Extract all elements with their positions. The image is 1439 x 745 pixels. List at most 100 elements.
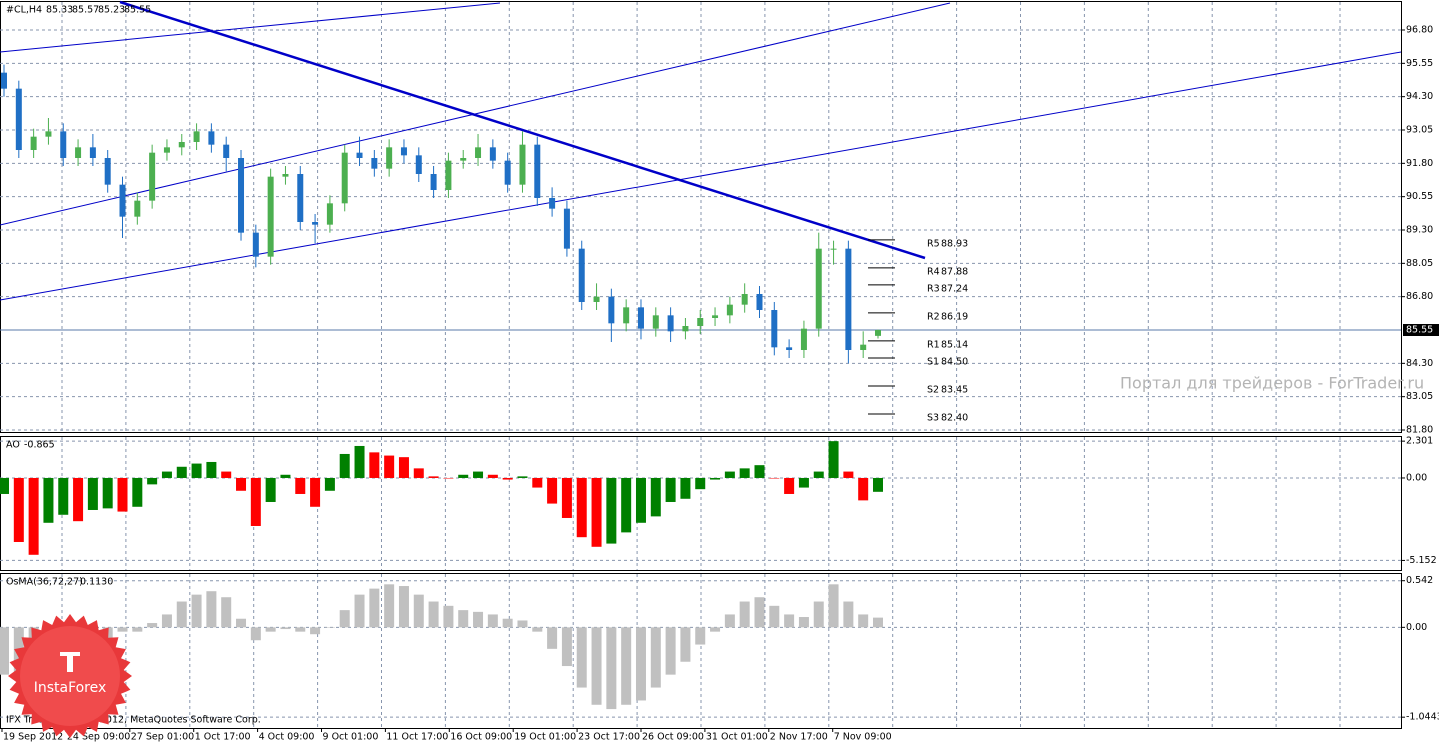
histogram-bar bbox=[339, 610, 350, 628]
histogram-bar bbox=[191, 594, 202, 628]
histogram-bar bbox=[502, 477, 513, 480]
histogram-bar bbox=[576, 627, 587, 688]
histogram-bar bbox=[161, 614, 172, 628]
logo-circle bbox=[20, 626, 120, 726]
symbol-label: #CL,H4 bbox=[6, 5, 42, 16]
histogram-bar bbox=[147, 623, 158, 628]
y-tick-label: 93.05 bbox=[1406, 125, 1433, 136]
candle-body bbox=[252, 232, 259, 257]
histogram-bar bbox=[280, 474, 291, 478]
y-tick-label: 96.80 bbox=[1406, 25, 1433, 36]
histogram-bar bbox=[665, 627, 676, 675]
candle-body bbox=[75, 147, 82, 158]
pivot-name: R5 bbox=[927, 238, 940, 249]
candle-body bbox=[667, 315, 674, 332]
histogram-bar bbox=[354, 445, 365, 478]
histogram-bar bbox=[695, 477, 706, 490]
pivot-name: S2 bbox=[927, 385, 939, 396]
x-tick-label: 1 Oct 17:00 bbox=[195, 732, 251, 743]
histogram-bar bbox=[591, 477, 602, 547]
ohlc-label: 85.23 bbox=[98, 5, 125, 16]
y-tick-label: 2.301 bbox=[1406, 436, 1433, 447]
histogram-bar bbox=[502, 618, 513, 628]
watermark: Портал для трейдеров - ForTrader.ru bbox=[1120, 374, 1424, 393]
pivot-value: 88.93 bbox=[941, 238, 968, 249]
candle-body bbox=[726, 304, 733, 316]
candle-body bbox=[312, 222, 319, 225]
y-tick-label: 90.55 bbox=[1406, 191, 1433, 202]
histogram-bar bbox=[398, 586, 409, 628]
histogram-bar bbox=[710, 627, 721, 632]
histogram-bar bbox=[710, 477, 721, 480]
candle-body bbox=[504, 160, 511, 185]
histogram-bar bbox=[858, 614, 869, 628]
histogram-bar bbox=[739, 468, 750, 478]
histogram-bar bbox=[858, 477, 869, 501]
candle-body bbox=[578, 248, 585, 302]
candle-body bbox=[771, 310, 778, 348]
x-tick-label: 26 Oct 09:00 bbox=[642, 732, 704, 743]
pivot-value: 82.40 bbox=[941, 413, 968, 424]
histogram-bar bbox=[473, 471, 484, 478]
candle-body bbox=[860, 344, 867, 350]
histogram-bar bbox=[532, 477, 543, 488]
histogram-bar bbox=[665, 477, 676, 502]
candle-body bbox=[845, 248, 852, 350]
histogram-bar bbox=[532, 627, 543, 632]
candle-body bbox=[712, 315, 719, 318]
histogram-bar bbox=[369, 452, 380, 478]
indicator-title: OsMA(36,72,27) bbox=[6, 577, 83, 588]
histogram-bar bbox=[547, 477, 558, 504]
histogram-bar bbox=[561, 627, 572, 667]
histogram-bar bbox=[339, 453, 350, 478]
histogram-bar bbox=[458, 474, 469, 478]
indicator-value: -0.865 bbox=[24, 440, 55, 451]
candle-body bbox=[563, 208, 570, 249]
histogram-bar bbox=[813, 471, 824, 478]
indicator-title: AO bbox=[6, 440, 20, 451]
candle-body bbox=[534, 144, 541, 198]
indicator-value: 0.1130 bbox=[80, 577, 113, 588]
pivot-value: 87.24 bbox=[941, 283, 968, 294]
x-tick-label: 4 Oct 09:00 bbox=[259, 732, 315, 743]
x-tick-label: 24 Sep 09:00 bbox=[67, 732, 130, 743]
histogram-bar bbox=[650, 627, 661, 688]
current-price-box bbox=[1403, 324, 1439, 336]
histogram-bar bbox=[695, 627, 706, 645]
y-tick-label: 84.30 bbox=[1406, 358, 1433, 369]
histogram-bar bbox=[310, 477, 321, 507]
histogram-bar bbox=[0, 477, 9, 494]
candle-body bbox=[593, 296, 600, 302]
candle-body bbox=[341, 152, 348, 204]
candle-body bbox=[134, 200, 141, 217]
histogram-bar bbox=[798, 477, 809, 488]
x-tick-label: 31 Oct 01:00 bbox=[706, 732, 768, 743]
candle-body bbox=[178, 142, 185, 148]
histogram-bar bbox=[206, 591, 217, 628]
x-tick-label: 2 Nov 17:00 bbox=[770, 732, 828, 743]
candle-body bbox=[741, 294, 748, 305]
grid-layer bbox=[0, 1, 1405, 732]
channel-line bbox=[0, 2, 501, 53]
histogram-bar bbox=[843, 601, 854, 628]
histogram-bar bbox=[473, 611, 484, 628]
candle-body bbox=[430, 174, 437, 190]
histogram-bar bbox=[398, 457, 409, 478]
histogram-bar bbox=[236, 477, 247, 491]
histogram-bar bbox=[828, 584, 839, 628]
y-tick-label: 0.00 bbox=[1406, 472, 1427, 483]
candle-body bbox=[297, 174, 304, 222]
candle-body bbox=[637, 307, 644, 329]
candle-body bbox=[830, 248, 837, 250]
candle-body bbox=[89, 147, 96, 158]
candle-body bbox=[400, 147, 407, 156]
histogram-bar bbox=[443, 477, 454, 479]
pivot-name: R3 bbox=[927, 283, 940, 294]
histogram-bar bbox=[561, 477, 572, 518]
histogram-bar bbox=[221, 471, 232, 478]
candle-body bbox=[697, 318, 704, 326]
histogram-bar bbox=[798, 617, 809, 628]
pivot-name: R1 bbox=[927, 339, 940, 350]
